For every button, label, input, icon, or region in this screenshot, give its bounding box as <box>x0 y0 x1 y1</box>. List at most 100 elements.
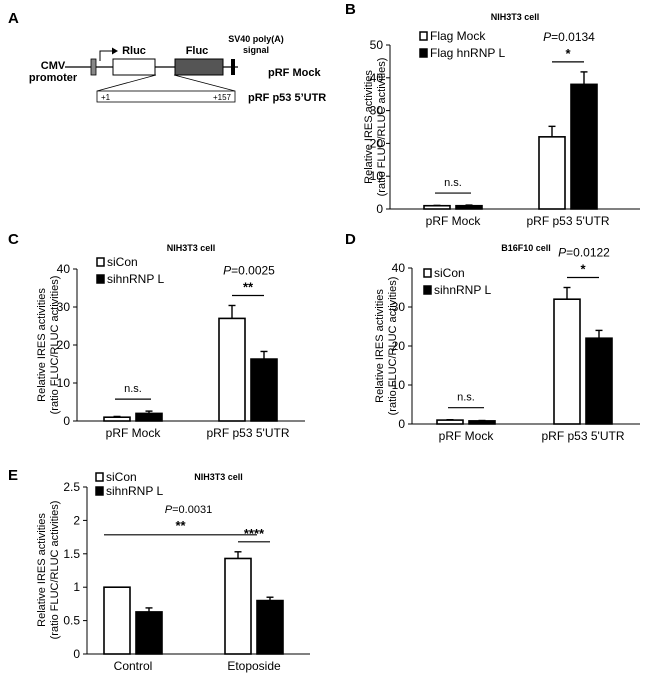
x-tick-label: Control <box>114 659 153 673</box>
rluc-gene-box <box>112 58 156 76</box>
utr-callout-right <box>173 74 236 92</box>
legend-swatch <box>95 486 104 496</box>
bar-series1 <box>218 317 246 422</box>
y-axis-label-line: Relative IRES activities <box>36 288 48 402</box>
cmv-label-line1: CMV <box>41 60 66 72</box>
x-tick-label: pRF p53 5'UTR <box>527 214 610 228</box>
p-symbol: P <box>223 263 231 277</box>
utr-construct-label: pRF p53 5’UTR <box>248 92 326 104</box>
y-tick-label: 30 <box>392 300 406 314</box>
legend-swatch <box>423 268 432 278</box>
chart-title: NIH3T3 cell <box>194 472 243 482</box>
not-significant-label: n.s. <box>457 392 475 404</box>
chart-title: B16F10 cell <box>501 243 551 253</box>
legend-label: siCon <box>107 255 138 269</box>
legend-label: Flag Mock <box>430 29 486 43</box>
bar-series1 <box>538 136 566 210</box>
legend-label: sihnRNP L <box>434 283 491 297</box>
panel-letter-c: C <box>8 231 19 248</box>
y-tick-label: 10 <box>370 169 384 183</box>
y-tick-label: 40 <box>57 262 71 276</box>
bar-series2 <box>468 420 496 425</box>
y-tick-label: 30 <box>57 300 71 314</box>
bar-series1 <box>103 586 131 655</box>
bar-series2 <box>455 204 483 210</box>
legend-label: Flag hnRNP L <box>430 46 505 60</box>
chart-d: B16F10 cell 0 10 20 30 40 Relative IRES activi… <box>374 243 640 443</box>
bar-series1 <box>103 416 131 422</box>
chart-title: NIH3T3 cell <box>491 12 540 22</box>
legend-swatch <box>419 48 428 58</box>
bar-series1 <box>553 298 581 425</box>
chart-title: NIH3T3 cell <box>167 243 216 253</box>
x-tick-label: pRF Mock <box>439 429 495 443</box>
p-symbol: P <box>543 30 551 44</box>
panel-letter-a: A <box>8 10 19 27</box>
not-significant-label: n.s. <box>444 177 462 189</box>
y-axis-label: Relative IRES activities(ratio FLUC/RLUC… <box>363 58 388 197</box>
bar-series2 <box>250 358 278 422</box>
x-tick-label: pRF p53 5'UTR <box>207 426 290 440</box>
legend-label: siCon <box>106 470 137 484</box>
legend-swatch <box>423 285 432 295</box>
charts-layer: NIH3T3 cell 0 10 20 30 40 50 Relative IRES acti… <box>36 12 640 673</box>
p-value-label: P=0.0122 <box>558 246 610 260</box>
y-tick-label: 20 <box>370 136 384 150</box>
p-value: =0.0134 <box>551 30 595 44</box>
sv40-label-line2: signal <box>243 45 269 55</box>
y-axis-label: Relative IRES activities(ratio FLUC/RLUC… <box>374 277 399 416</box>
legend-swatch <box>96 257 105 267</box>
y-tick-label: 20 <box>57 338 71 352</box>
panel-letter-d: D <box>345 231 356 248</box>
p-value: =0.0122 <box>566 246 610 260</box>
y-tick-label: 50 <box>370 38 384 52</box>
x-tick-label: pRF Mock <box>106 426 162 440</box>
y-tick-label: 2 <box>73 513 80 527</box>
y-axis-label-line: (ratio FLUC/RLUC activities) <box>49 276 61 415</box>
y-axis-label: Relative IRES activities(ratio FLUC/RLUC… <box>36 276 61 415</box>
p-symbol: P <box>165 504 173 516</box>
rluc-label: Rluc <box>122 45 146 57</box>
bar-series1 <box>423 204 451 210</box>
y-tick-label: 20 <box>392 339 406 353</box>
legend-swatch <box>95 472 104 482</box>
bar-series2 <box>135 611 163 655</box>
not-significant-label: n.s. <box>124 383 142 395</box>
chart-b: NIH3T3 cell 0 10 20 30 40 50 Relative IRES acti… <box>363 12 640 228</box>
y-axis-label-line: Relative IRES activities <box>374 289 386 403</box>
legend-label: sihnRNP L <box>106 484 163 498</box>
y-tick-label: 0 <box>73 647 80 661</box>
legend-swatch <box>96 274 105 284</box>
panel-letter-e: E <box>8 467 18 484</box>
p-value: =0.0031 <box>172 504 212 516</box>
y-tick-label: 0.5 <box>63 614 80 628</box>
utr-callout-left <box>96 74 157 92</box>
utr-end-label: +157 <box>213 93 232 102</box>
y-axis-label: Relative IRES activities(ratio FLUC/RLUC… <box>36 501 61 640</box>
sv40-label-line1: SV40 poly(A) <box>228 34 284 44</box>
legend-label: siCon <box>434 266 465 280</box>
bar-series2 <box>135 412 163 422</box>
y-tick-label: 10 <box>57 376 71 390</box>
y-axis-label-line: (ratio FLUC/RLUC activities) <box>376 58 388 197</box>
cmv-label-line2: promoter <box>29 72 78 84</box>
utr-insert-box <box>96 90 236 103</box>
mock-construct-label: pRF Mock <box>268 67 321 79</box>
y-axis-label-line: Relative IRES activities <box>36 513 48 627</box>
p-value-label: P=0.0031 <box>165 504 212 516</box>
x-tick-label: pRF p53 5'UTR <box>542 429 625 443</box>
promoter-element <box>90 58 97 76</box>
significance-stars: ** <box>243 279 254 294</box>
panel-letter-b: B <box>345 1 356 18</box>
significance-stars: * <box>580 262 586 277</box>
p-value-label: P=0.0025 <box>223 263 275 277</box>
legend-swatch <box>419 31 428 41</box>
significance-stars: **** <box>244 526 265 541</box>
y-tick-label: 1 <box>73 580 80 594</box>
y-axis-label-line: (ratio FLUC/RLUC activities) <box>387 277 399 416</box>
y-tick-label: 1.5 <box>63 547 80 561</box>
bar-series2 <box>585 337 613 425</box>
